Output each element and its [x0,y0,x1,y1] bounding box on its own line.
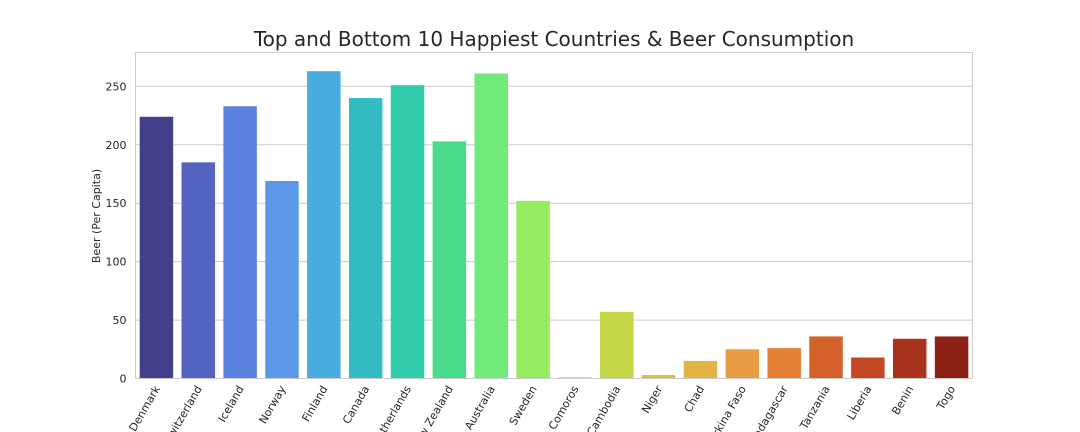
x-tick-label: Australia [462,384,498,432]
y-tick-label: 0 [120,373,127,386]
bar-new-zealand [432,141,467,379]
bar-togo [934,336,969,379]
x-tick-label: Togo [934,383,959,413]
x-tick-label: Niger [639,383,665,416]
x-tick-label: Finland [300,384,331,425]
bar-cambodia [600,311,634,379]
bar-sweden [516,200,550,379]
y-axis-label: Beer (Per Capita) [90,169,103,263]
x-tick-label: Sweden [507,383,540,427]
bar-benin [892,338,927,379]
x-tick-label: Cambodia [584,384,623,432]
y-tick-label: 250 [106,80,127,93]
y-tick-label: 200 [106,139,127,152]
y-tick-label: 100 [106,256,127,269]
bar-netherlands [390,85,425,379]
x-tick-label: Switzerland [162,384,205,432]
x-tick-label: Liberia [845,384,875,423]
y-tick-label: 150 [106,197,127,210]
bar-denmark [139,116,174,379]
bar-niger [641,374,676,379]
bar-burkina-faso [725,349,760,379]
bar-finland [307,71,341,379]
chart-title: Top and Bottom 10 Happiest Countries & B… [253,27,854,51]
x-tick-label: Comoros [546,383,582,432]
plot-frame [135,52,973,379]
bar-norway [265,181,299,379]
x-tick-label: Burkina Faso [703,383,749,432]
x-tick-label: Benin [889,383,916,417]
x-tick-label: Canada [340,384,372,427]
bar-iceland [223,106,257,379]
x-tick-label: Iceland [216,384,247,425]
bar-chad [683,360,718,379]
x-tick-label: Norway [256,383,288,426]
bar-canada [348,98,383,379]
x-tick-label: Netherlands [369,383,414,432]
bar-madagascar [767,348,801,379]
y-tick-label: 50 [113,314,127,327]
bar-liberia [851,357,885,379]
x-tick-label: Denmark [126,383,163,432]
bar-comoros [558,377,592,379]
x-tick-label: New Zealand [409,384,456,432]
bar-switzerland [181,162,216,379]
bar-tanzania [809,336,843,379]
x-tick-label: Madagascar [746,383,791,432]
bar-australia [474,73,508,379]
x-tick-label: Chad [682,384,707,415]
x-tick-label: Tanzania [797,384,833,432]
